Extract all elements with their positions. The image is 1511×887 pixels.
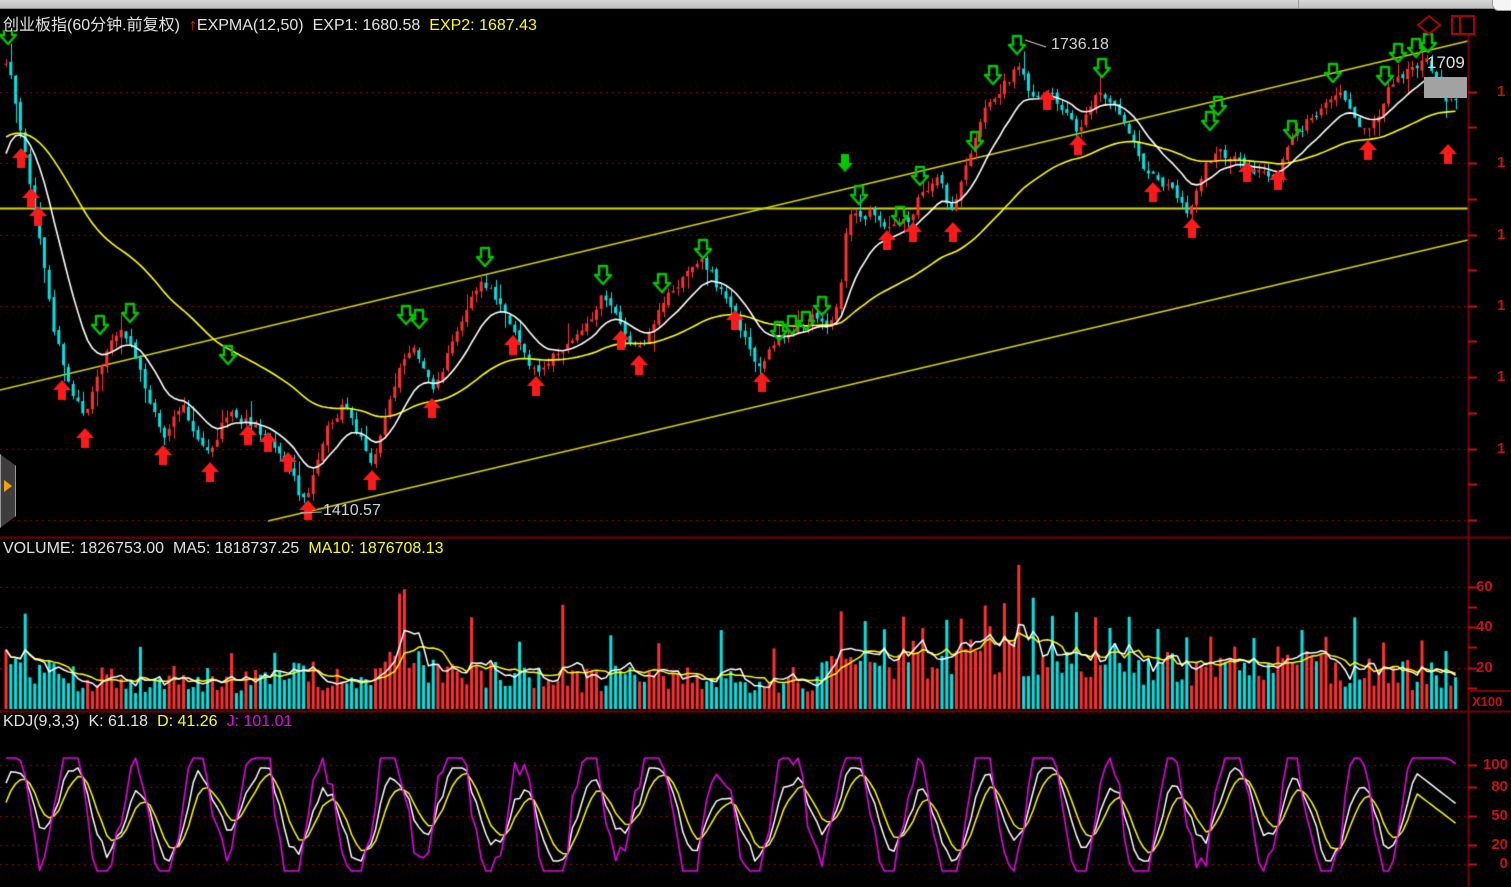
volume-value: VOLUME: 1826753.00 <box>3 540 164 557</box>
axis-tick-label: 60 <box>1476 578 1493 595</box>
current-price-box <box>1424 77 1467 98</box>
exp2-value: EXP2: 1687.43 <box>429 17 537 34</box>
axis-tick-label: 1 <box>1497 226 1506 243</box>
axis-tick-label: 40 <box>1476 618 1493 635</box>
split-window-icon[interactable] <box>1450 14 1476 41</box>
symbol-title: 创业板指(60分钟.前复权) <box>3 17 180 34</box>
axis-tick-label: 20 <box>1491 836 1508 853</box>
axis-tick-label: 1 <box>1497 440 1506 457</box>
indicator-label: EXPMA(12,50) <box>196 17 304 34</box>
axis-tick-label: 0 <box>1499 855 1508 872</box>
kdj-header: KDJ(9,3,3) K: 61.18 D: 41.26 J: 101.01 <box>3 713 292 731</box>
volume-ma5-value: MA5: 1818737.25 <box>173 540 300 557</box>
scrollbar-top-handle[interactable] <box>1492 0 1511 11</box>
top-strip-divider <box>1298 0 1299 8</box>
axis-tick-label: 80 <box>1491 778 1508 795</box>
kdj-k-value: K: 61.18 <box>88 713 149 730</box>
main-chart-header: 创业板指(60分钟.前复权) ↑EXPMA(12,50) EXP1: 1680.58… <box>3 11 537 35</box>
trough-price-label: 1410.57 <box>323 502 381 519</box>
axis-tick-label: 1 <box>1497 154 1506 171</box>
axis-tick-label: 1 <box>1497 368 1506 385</box>
volume-multiplier-label: X100 <box>1470 690 1511 711</box>
axis-tick-label: 100 <box>1482 756 1508 773</box>
peak-price-label: 1736.18 <box>1051 36 1109 53</box>
window-top-strip <box>0 0 1511 9</box>
axis-tick-label: 1 <box>1497 83 1506 100</box>
expand-right-arrow-icon[interactable] <box>4 480 12 492</box>
axis-tick-label: 50 <box>1491 807 1508 824</box>
last-price-label: 1709 <box>1427 53 1465 72</box>
kdj-j-value: J: 101.01 <box>226 713 293 730</box>
kdj-name: KDJ(9,3,3) <box>3 713 80 730</box>
axis-tick-label: 20 <box>1476 659 1493 676</box>
exp1-value: EXP1: 1680.58 <box>312 17 421 34</box>
volume-header: VOLUME: 1826753.00 MA5: 1818737.25 MA10: 1… <box>3 540 444 558</box>
kdj-d-value: D: 41.26 <box>157 713 218 730</box>
up-arrow-icon: ↑ <box>188 17 197 34</box>
diamond-icon[interactable] <box>1416 14 1442 41</box>
axis-tick-label: 1 <box>1497 297 1506 314</box>
volume-ma10-value: MA10: 1876708.13 <box>308 540 444 557</box>
